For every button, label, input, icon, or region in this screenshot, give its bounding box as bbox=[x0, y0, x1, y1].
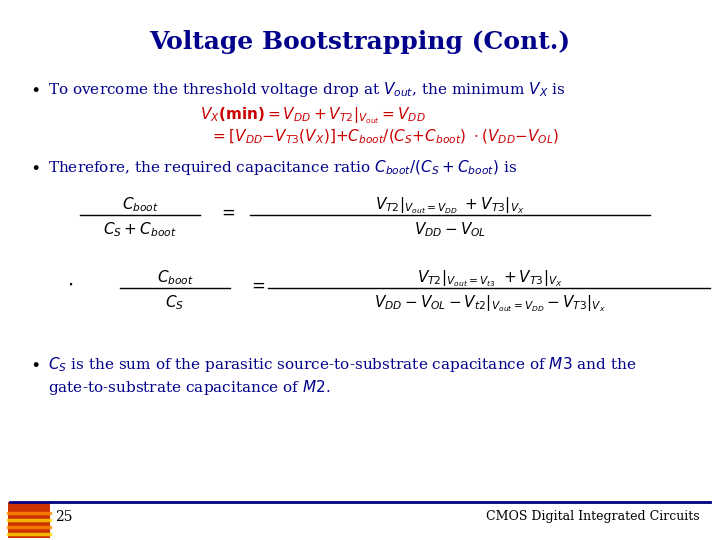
Text: $=$: $=$ bbox=[218, 204, 235, 220]
Bar bbox=[8, 502, 50, 538]
Text: $=$: $=$ bbox=[248, 276, 266, 294]
Text: gate-to-substrate capacitance of $\mathit{M2}$.: gate-to-substrate capacitance of $\mathi… bbox=[48, 378, 330, 397]
Text: $C_{boot}$: $C_{boot}$ bbox=[122, 195, 158, 214]
Text: $C_S$: $C_S$ bbox=[166, 293, 184, 312]
Text: $\bullet$: $\bullet$ bbox=[30, 158, 40, 175]
Text: $C_{boot}$: $C_{boot}$ bbox=[156, 268, 194, 287]
Text: $C_S$ is the sum of the parasitic source-to-substrate capacitance of $\mathit{M3: $C_S$ is the sum of the parasitic source… bbox=[48, 355, 636, 374]
Text: $V_X\mathbf{(min)} = V_{DD} + V_{T2}|_{V_{out}} = V_{DD}$: $V_X\mathbf{(min)} = V_{DD} + V_{T2}|_{V… bbox=[200, 105, 426, 126]
Text: $V_{DD}-V_{OL}$: $V_{DD}-V_{OL}$ bbox=[414, 220, 486, 239]
Text: $\bullet$: $\bullet$ bbox=[30, 80, 40, 97]
Text: Therefore, the required capacitance ratio $C_{boot}/(C_S+C_{boot})$ is: Therefore, the required capacitance rati… bbox=[48, 158, 517, 177]
Text: $V_{T2}|_{V_{out}=V_{DD}}\ +V_{T3}|_{V_X}$: $V_{T2}|_{V_{out}=V_{DD}}\ +V_{T3}|_{V_X… bbox=[375, 195, 525, 215]
Text: $\cdot$: $\cdot$ bbox=[67, 276, 73, 294]
Text: $C_S+C_{boot}$: $C_S+C_{boot}$ bbox=[103, 220, 177, 239]
Text: 25: 25 bbox=[55, 510, 73, 524]
Text: $V_{DD}-V_{OL}-V_{t2}|_{V_{out}=V_{DD}}-V_{T3}|_{V_x}$: $V_{DD}-V_{OL}-V_{t2}|_{V_{out}=V_{DD}}-… bbox=[374, 293, 606, 314]
Text: $\bullet$: $\bullet$ bbox=[30, 355, 40, 372]
Text: CMOS Digital Integrated Circuits: CMOS Digital Integrated Circuits bbox=[487, 510, 700, 523]
Text: Voltage Bootstrapping (Cont.): Voltage Bootstrapping (Cont.) bbox=[150, 30, 570, 54]
Text: To overcome the threshold voltage drop at $V_{out}$, the minimum $V_X$ is: To overcome the threshold voltage drop a… bbox=[48, 80, 566, 99]
Text: $= [V_{DD}\mathrm{-}V_{T3}(V_X)]\mathrm{+}C_{boot}/(C_S\mathrm{+}C_{boot})\ \cdo: $= [V_{DD}\mathrm{-}V_{T3}(V_X)]\mathrm{… bbox=[210, 128, 559, 146]
Text: $V_{T2}|_{V_{out}=V_{t3}}\ +V_{T3}|_{V_X}$: $V_{T2}|_{V_{out}=V_{t3}}\ +V_{T3}|_{V_X… bbox=[417, 268, 563, 288]
